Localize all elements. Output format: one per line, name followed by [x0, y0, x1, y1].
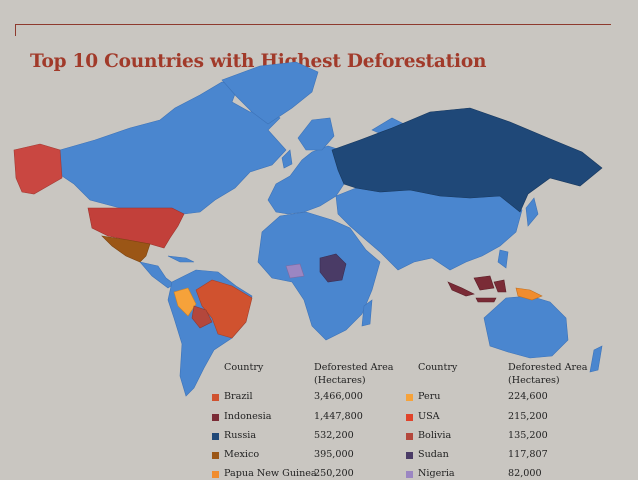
legend-swatch-right-1 — [406, 414, 413, 421]
header-area-left-2: (Hectares) — [314, 375, 366, 386]
legend-country-left-2: Russia — [224, 430, 257, 441]
region-africa — [257, 211, 381, 341]
legend-swatch-left-4 — [212, 471, 219, 478]
legend-swatch-right-3 — [406, 452, 413, 459]
legend-country-right-4: Nigeria — [418, 468, 455, 479]
legend-country-right-3: Sudan — [418, 449, 449, 460]
legend-swatch-left-1 — [212, 414, 219, 421]
region-sudan — [319, 253, 347, 283]
title-rule — [15, 24, 611, 25]
region-usa — [87, 207, 185, 249]
region-greenland — [221, 61, 319, 125]
page-title: Top 10 Countries with Highest Deforestat… — [30, 51, 487, 72]
legend-area-right-1: 215,200 — [508, 411, 548, 422]
legend-area-left-2: 532,200 — [314, 430, 354, 441]
legend-area-left-3: 395,000 — [314, 449, 354, 460]
legend-swatch-right-0 — [406, 394, 413, 401]
legend-area-left-1: 1,447,800 — [314, 411, 363, 422]
region-papua-new-guinea — [515, 287, 543, 301]
legend-swatch-left-0 — [212, 394, 219, 401]
header-country-right: Country — [418, 362, 458, 373]
header-area-right-2: (Hectares) — [508, 375, 560, 386]
region-central-america — [139, 261, 175, 289]
region-uk — [281, 149, 293, 169]
legend-country-right-0: Peru — [418, 391, 441, 402]
region-japan — [525, 197, 539, 227]
header-area-right-1: Deforested Area — [508, 362, 588, 373]
region-bolivia — [191, 305, 213, 329]
legend-area-right-3: 117,807 — [508, 449, 548, 460]
region-mexico — [101, 235, 151, 263]
title-rule-tick — [15, 24, 16, 36]
legend-area-left-4: 250,200 — [314, 468, 354, 479]
header-area-left-1: Deforested Area — [314, 362, 394, 373]
region-nigeria — [285, 263, 305, 279]
region-caribbean — [167, 255, 195, 263]
region-madagascar — [361, 299, 373, 327]
legend-swatch-right-2 — [406, 433, 413, 440]
legend-country-left-1: Indonesia — [224, 411, 272, 422]
region-australia — [483, 295, 569, 359]
legend-swatch-left-3 — [212, 452, 219, 459]
legend-country-left-4: Papua New Guinea — [224, 468, 317, 479]
region-indonesia — [447, 275, 507, 303]
header-country-left: Country — [224, 362, 264, 373]
region-peru — [173, 287, 197, 317]
legend-country-right-1: USA — [418, 411, 440, 422]
legend-country-left-3: Mexico — [224, 449, 260, 460]
legend-area-right-4: 82,000 — [508, 468, 542, 479]
region-scandinavia — [297, 117, 335, 151]
region-russia — [331, 107, 603, 213]
region-alaska — [13, 143, 63, 195]
legend-swatch-right-4 — [406, 471, 413, 478]
legend-country-right-2: Bolivia — [418, 430, 452, 441]
region-philippines — [497, 249, 509, 269]
legend-area-right-2: 135,200 — [508, 430, 548, 441]
legend-country-left-0: Brazil — [224, 391, 253, 402]
legend-area-right-0: 224,600 — [508, 391, 548, 402]
region-new-zealand — [589, 345, 603, 373]
legend-area-left-0: 3,466,000 — [314, 391, 363, 402]
legend-swatch-left-2 — [212, 433, 219, 440]
